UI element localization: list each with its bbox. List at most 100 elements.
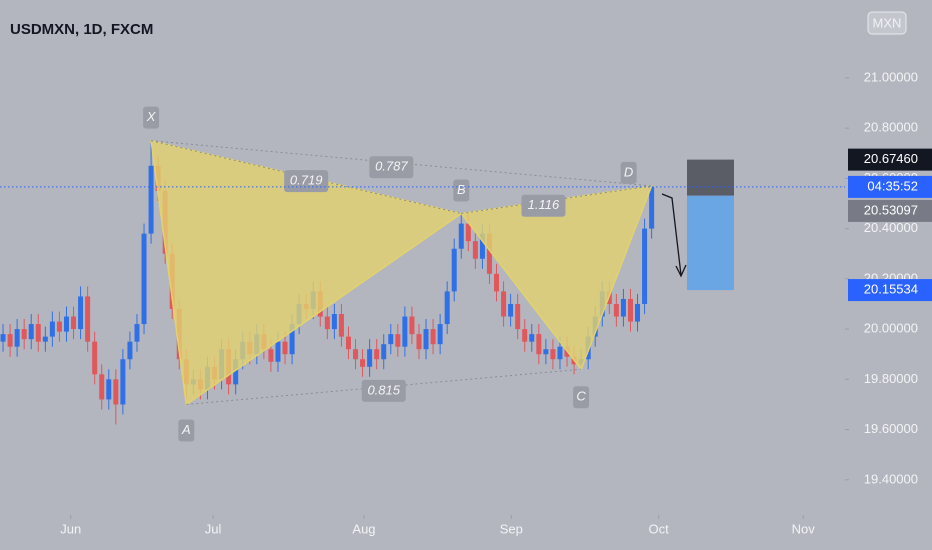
ratio-box (361, 379, 406, 402)
candle-body (620, 298, 626, 317)
candle-body (501, 291, 507, 317)
candle-body (14, 329, 20, 347)
candle-body (479, 233, 485, 259)
candle-body (416, 334, 422, 350)
currency-button[interactable] (867, 11, 907, 35)
candle-body (35, 324, 41, 342)
y-tick-label: 21.00000 (864, 69, 918, 84)
y-tick-label: 19.40000 (864, 471, 918, 486)
ratio-box (521, 194, 566, 217)
stop-label-box (848, 148, 932, 171)
ratio-label: 1.116 (528, 197, 560, 212)
point-label: A (181, 422, 191, 437)
candle-body (374, 349, 380, 360)
candle-body (353, 349, 359, 360)
candle-body (0, 334, 6, 342)
candle-body (134, 324, 140, 342)
position-reward (687, 195, 734, 291)
candle-body (381, 344, 387, 360)
ratio-line (186, 368, 582, 405)
candle-body (649, 186, 655, 229)
candle-body (444, 291, 450, 325)
point-box (143, 106, 160, 129)
ratio-line (150, 140, 462, 215)
candle-body (28, 324, 34, 340)
candle-body (494, 273, 500, 292)
candle-body (367, 349, 373, 367)
y-tick-label: 20.00000 (864, 321, 918, 336)
candle-body (423, 329, 429, 350)
candle-body (127, 341, 133, 360)
point-box (178, 419, 195, 442)
candle-body (148, 165, 154, 234)
candle-body (529, 334, 535, 342)
candle-body (627, 298, 633, 322)
candle-body (430, 329, 436, 345)
y-tick-label: 19.60000 (864, 421, 918, 436)
candle-body (360, 359, 366, 367)
position-risk (687, 159, 734, 196)
candle-body (458, 223, 464, 249)
point-label: X (146, 109, 157, 124)
candle-body (7, 334, 13, 347)
candle-body (289, 324, 295, 355)
candle-body (402, 316, 408, 347)
candle-body (324, 316, 330, 330)
currency-label[interactable]: MXN (873, 15, 902, 30)
candle-body (550, 349, 556, 360)
candle-body (635, 303, 641, 322)
entry-label-box (848, 199, 932, 222)
x-tick-label: Nov (792, 521, 816, 536)
candle-body (543, 349, 549, 355)
y-tick-label: 20.40000 (864, 220, 918, 235)
candle-body (465, 223, 471, 242)
candle-body (522, 329, 528, 342)
countdown-label: 04:35:52 (867, 178, 918, 193)
candle-body (437, 324, 443, 345)
point-label: C (576, 389, 586, 404)
candle-body (99, 374, 105, 400)
candle-body (106, 379, 112, 400)
candle-body (472, 241, 478, 259)
candle-body (92, 341, 98, 375)
y-tick-label: 19.80000 (864, 371, 918, 386)
ratio-label: 0.719 (290, 173, 323, 188)
candle-body (56, 321, 62, 332)
chart-title: USDMXN, 1D, FXCM (10, 21, 153, 38)
candle-body (557, 346, 563, 360)
candle-body (141, 233, 147, 325)
y-tick-label: 20.80000 (864, 120, 918, 135)
candle-body (42, 336, 48, 342)
candle-body (486, 233, 492, 274)
point-label: D (624, 164, 633, 179)
ratio-box (369, 156, 414, 179)
point-box (453, 179, 470, 202)
candle-body (409, 316, 415, 335)
candle-body (282, 341, 288, 355)
candle-body (345, 336, 351, 350)
x-tick-label: Jun (60, 521, 81, 536)
point-box (620, 161, 637, 184)
point-box (573, 386, 590, 409)
ratio-label: 0.815 (367, 382, 400, 397)
candle-body (113, 379, 119, 405)
candle-body (49, 321, 55, 337)
candle-body (21, 329, 27, 340)
candle-body (63, 316, 69, 332)
candle-body (395, 334, 401, 347)
candle-body (508, 303, 514, 317)
candle-body (78, 296, 84, 330)
candle-body (613, 303, 619, 317)
candle-body (71, 316, 77, 330)
candle-body (85, 296, 91, 342)
x-tick-label: Aug (352, 521, 375, 536)
x-tick-label: Jul (205, 521, 222, 536)
countdown-label-box (848, 175, 932, 198)
stop-label: 20.67460 (864, 151, 918, 166)
x-tick-label: Sep (500, 521, 523, 536)
direction-arrow (661, 193, 687, 278)
point-label: B (457, 182, 466, 197)
